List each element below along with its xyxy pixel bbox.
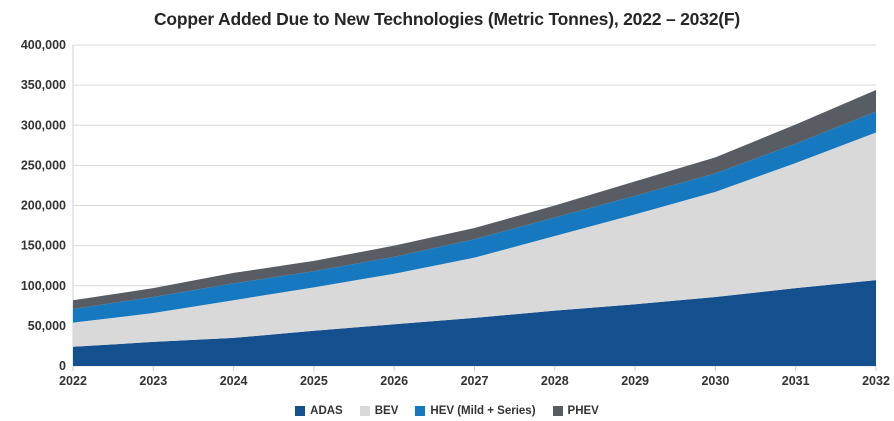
y-axis-tick-label: 350,000: [21, 78, 66, 92]
legend-label: HEV (Mild + Series): [430, 405, 536, 417]
y-axis-tick-label: 200,000: [21, 199, 66, 213]
x-axis-tick-label: 2024: [220, 374, 248, 388]
legend-label: PHEV: [567, 405, 599, 417]
x-axis-tick-label: 2028: [541, 374, 569, 388]
x-axis-tick-label: 2027: [461, 374, 489, 388]
x-axis-tick-label: 2026: [380, 374, 408, 388]
chart-title: Copper Added Due to New Technologies (Me…: [153, 9, 741, 29]
x-axis-tick-label: 2025: [300, 374, 328, 388]
y-axis-tick-label: 300,000: [21, 118, 66, 132]
legend-label: ADAS: [310, 405, 343, 417]
legend-item-hev-mild-series: HEV (Mild + Series): [415, 405, 536, 417]
area-bev: [73, 132, 876, 347]
area-hev-mild-series: [73, 111, 876, 323]
legend-item-adas: ADAS: [295, 405, 343, 417]
legend-swatch: [552, 406, 563, 416]
legend-swatch: [415, 406, 426, 416]
x-axis-tick-label: 2023: [139, 374, 167, 388]
x-axis-tick-label: 2022: [59, 374, 87, 388]
legend-item-bev: BEV: [359, 405, 399, 417]
y-axis-tick-label: 400,000: [21, 38, 66, 52]
legend-label: BEV: [374, 405, 399, 417]
legend-swatch: [295, 406, 306, 416]
legend-item-phev: PHEV: [552, 405, 599, 417]
x-axis-tick-label: 2029: [621, 374, 649, 388]
x-axis-tick-label: 2031: [782, 374, 810, 388]
y-axis-tick-label: 100,000: [21, 279, 66, 293]
legend-swatch: [359, 406, 370, 416]
chart-legend: ADAS BEV HEV (Mild + Series) PHEV: [0, 405, 894, 417]
y-axis-tick-label: 150,000: [21, 239, 66, 253]
y-axis-tick-label: 250,000: [21, 158, 66, 172]
x-axis-tick-label: 2032: [862, 374, 890, 388]
y-axis-tick-label: 50,000: [28, 319, 66, 333]
y-axis-tick-label: 0: [59, 359, 66, 373]
area-adas: [73, 280, 876, 366]
x-axis-tick-label: 2030: [701, 374, 729, 388]
